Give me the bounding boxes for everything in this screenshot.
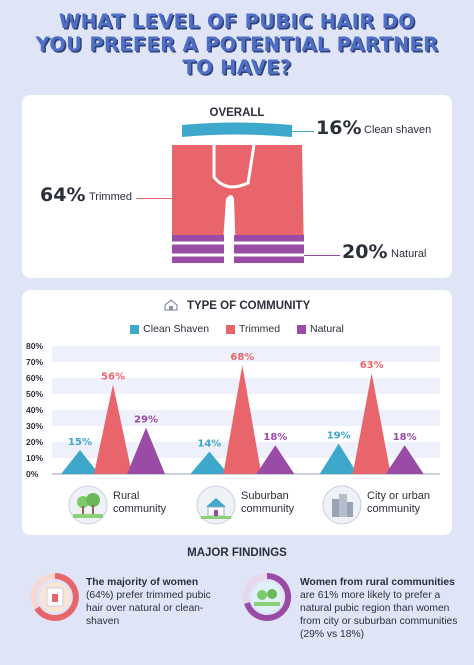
data-label: 18% [393, 432, 417, 443]
community-heading: TYPE OF COMMUNITY [186, 300, 311, 312]
suburban-label-2: community [241, 503, 295, 515]
legend-natural: Natural [296, 323, 344, 335]
natural-leader [304, 255, 340, 256]
house-icon [164, 299, 178, 314]
trees-icon [68, 485, 108, 525]
title-line-1: WHAT LEVEL OF PUBIC HAIR DO [58, 10, 416, 33]
legend-trimmed: Trimmed [226, 323, 280, 335]
suburban-group: Suburban community [196, 485, 326, 525]
data-label: 63% [360, 360, 384, 371]
overall-natural-label: Natural [391, 248, 427, 260]
overall-trimmed-pct: 64% [40, 184, 86, 206]
findings-heading: MAJOR FINDINGS [187, 547, 287, 559]
waistband-gap [172, 137, 302, 143]
grid-band [52, 378, 440, 394]
y-tick-label: 40% [26, 405, 43, 415]
city-label-1: City or urban [367, 490, 430, 502]
overall-clean-shaven-pct: 16% [316, 117, 362, 139]
finding-2-text: are 61% more likely to prefer a natural … [300, 590, 458, 640]
data-label: 18% [263, 432, 287, 443]
bar-natural-0 [127, 427, 165, 474]
house-icon [196, 485, 236, 525]
bar-trimmed-0 [94, 384, 132, 474]
rural-group: Rural community [68, 485, 198, 525]
waistband [182, 122, 292, 137]
underwear-body [172, 145, 304, 257]
bar-clean-shaven-0 [61, 450, 99, 474]
natural-donut-icon [243, 572, 292, 621]
y-tick-label: 20% [26, 437, 43, 447]
suburban-label-1: Suburban [241, 490, 289, 502]
finding-2-bold: Women from rural communities [300, 577, 455, 588]
community-card: TYPE OF COMMUNITY Clean Shaven Trimmed N… [22, 290, 452, 535]
data-label: 68% [230, 352, 254, 363]
underwear-fly [212, 144, 256, 189]
chart-legend: Clean Shaven Trimmed Natural [22, 323, 452, 337]
bar-clean-shaven-1 [190, 451, 229, 474]
data-label: 19% [327, 431, 351, 442]
community-heading-row: TYPE OF COMMUNITY [22, 299, 452, 314]
trimmed-leader [136, 198, 172, 199]
data-label: 29% [134, 415, 158, 426]
data-label: 56% [101, 371, 125, 382]
underwear-illustration [170, 122, 306, 263]
finding-1: The majority of women (64%) prefer trimm… [86, 576, 226, 628]
rural-label-2: community [113, 503, 167, 515]
finding-1-text: (64%) prefer trimmed pubic hair over nat… [86, 590, 211, 627]
clean-shaven-leader [284, 131, 314, 132]
title-line-2: YOU PREFER A POTENTIAL PARTNER [35, 33, 439, 56]
buildings-icon [322, 485, 362, 525]
overall-heading: OVERALL [209, 107, 265, 119]
overall-natural-pct: 20% [342, 241, 388, 263]
y-tick-label: 10% [26, 453, 43, 463]
overall-clean-shaven-label: Clean shaven [364, 124, 432, 136]
overall-trimmed-label: Trimmed [89, 191, 132, 203]
left-leg-band [172, 235, 224, 263]
trimmed-donut-icon [31, 573, 79, 621]
city-group: City or urban community [322, 485, 452, 525]
infographic-title: WHAT LEVEL OF PUBIC HAIR DO YOU PREFER A… [0, 10, 474, 79]
y-tick-label: 30% [26, 421, 43, 431]
title-line-3: TO HAVE? [182, 56, 292, 79]
community-chart: 0% 10% 20% 30% 40% 50% 60% 70% 80% 15% 56% 29% 14% 68… [26, 341, 440, 479]
bar-natural-2 [385, 445, 424, 474]
finding-1-bold: The majority of women [86, 577, 199, 588]
finding-2: Women from rural communities are 61% mor… [300, 576, 460, 641]
data-label: 14% [197, 439, 221, 450]
legend-clean-shaven: Clean Shaven [130, 323, 209, 335]
city-label-2: community [367, 503, 421, 515]
y-tick-label: 50% [26, 389, 43, 399]
y-tick-label: 80% [26, 341, 43, 351]
y-tick-label: 0% [26, 469, 39, 479]
bar-clean-shaven-2 [319, 443, 358, 474]
overall-card: OVERALL 16% Clean shaven 64% Trimmed 20%… [22, 95, 452, 278]
grid-band [52, 346, 440, 362]
data-label: 15% [68, 437, 92, 448]
bar-trimmed-1 [223, 365, 262, 474]
bar-natural-1 [256, 445, 295, 474]
rural-label-1: Rural [113, 490, 140, 502]
y-tick-label: 70% [26, 357, 43, 367]
y-tick-label: 60% [26, 373, 43, 383]
right-leg-band [234, 235, 304, 263]
bar-trimmed-2 [352, 373, 391, 474]
